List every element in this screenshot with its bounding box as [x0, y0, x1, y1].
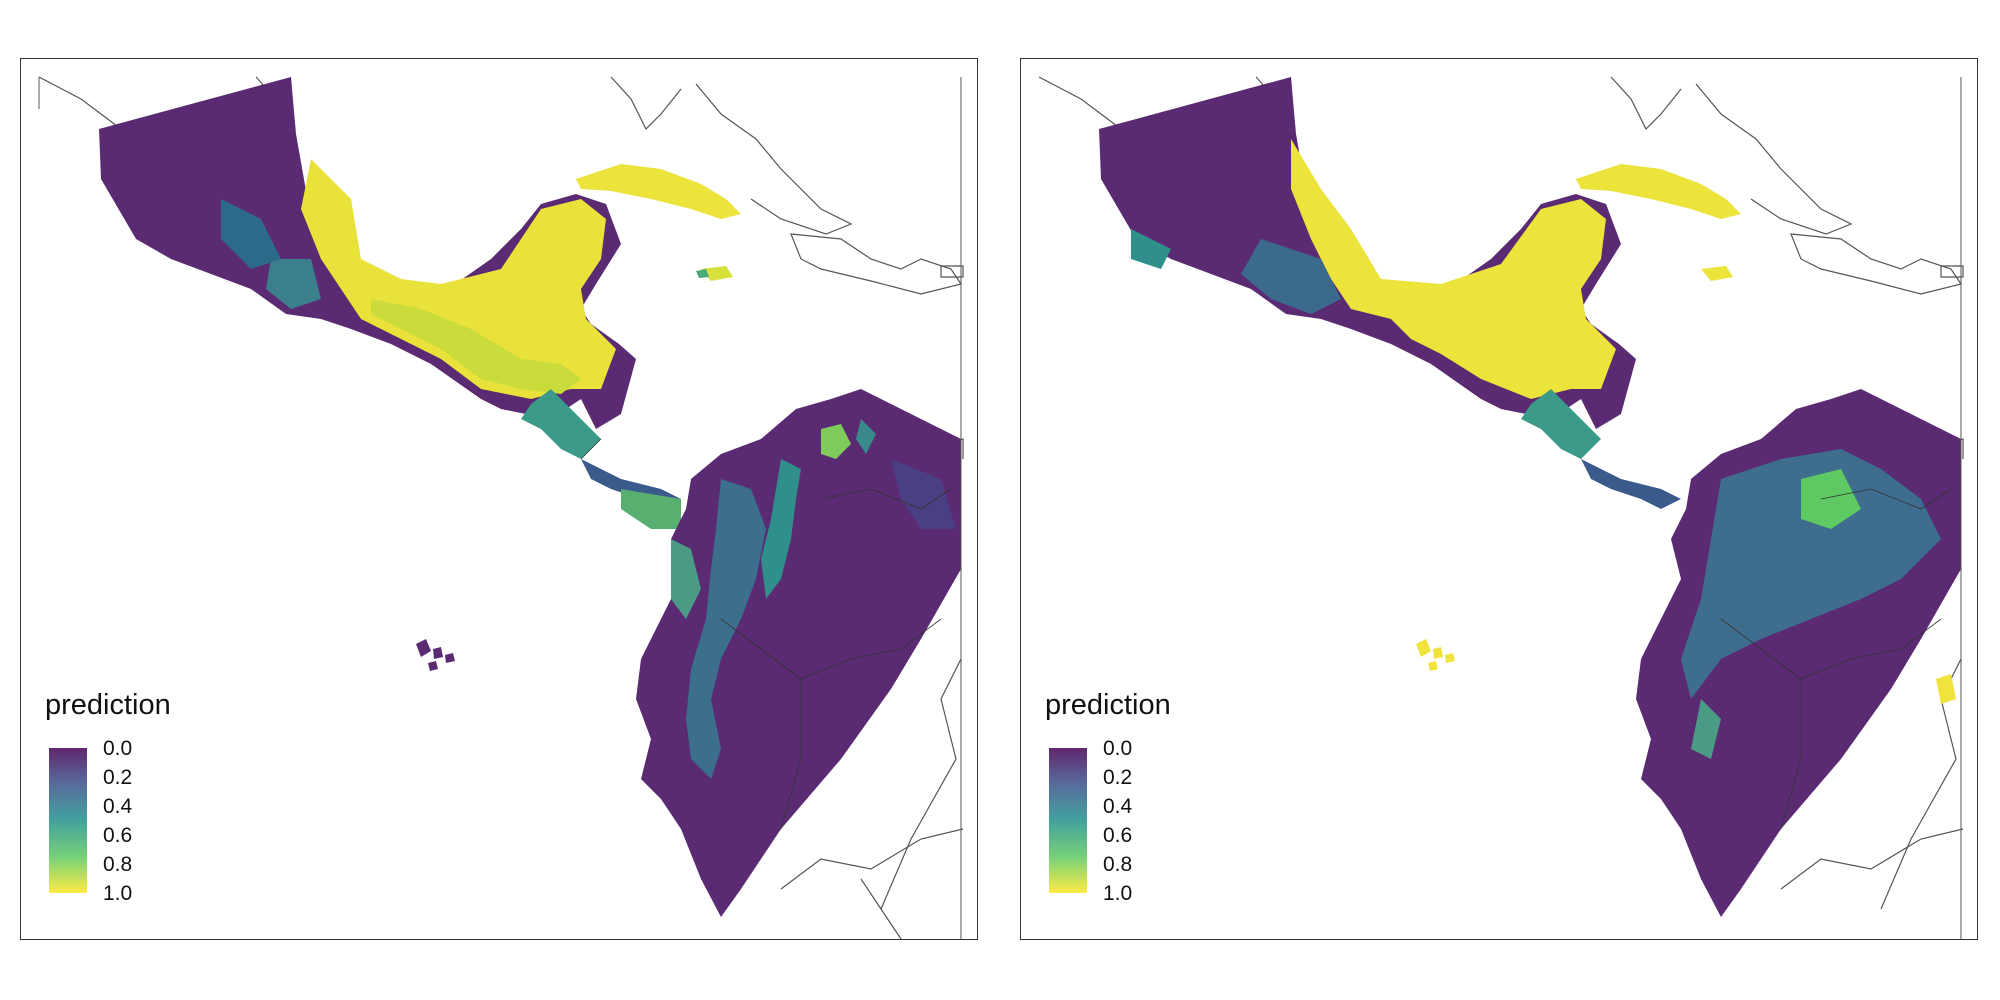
- legend-label-4: 0.8: [1103, 853, 1133, 876]
- land-south-america: [1636, 389, 1961, 917]
- galapagos-islands: [1416, 639, 1455, 671]
- coastline-outlines: [38, 76, 964, 939]
- legend-title: prediction: [45, 689, 171, 721]
- legend-label-0: 0.0: [1103, 737, 1133, 760]
- land-south-america: [636, 389, 961, 917]
- legend-title: prediction: [1045, 689, 1171, 721]
- legend: prediction 0.0 0.2 0.4 0.6 0.8 1.0: [45, 689, 171, 904]
- legend-label-1: 0.2: [103, 766, 133, 789]
- galapagos-islands: [416, 639, 455, 671]
- extent-lines: [38, 77, 962, 939]
- country-borders: [580, 438, 952, 830]
- prediction-map-right: [1038, 76, 1964, 939]
- land-caribbean: [576, 164, 741, 281]
- legend-label-0: 0.0: [103, 737, 133, 760]
- country-borders: [1720, 488, 1952, 830]
- legend-colorbar: [1049, 748, 1087, 893]
- legend-label-3: 0.6: [103, 824, 133, 847]
- coastline-outlines: [1038, 76, 1964, 910]
- legend-label-1: 0.2: [1103, 766, 1133, 789]
- land-central-america: [1099, 77, 1681, 509]
- legend-label-3: 0.6: [1103, 824, 1133, 847]
- legend: prediction 0.0 0.2 0.4 0.6 0.8 1.0: [1045, 689, 1171, 904]
- legend-label-5: 1.0: [103, 882, 133, 905]
- legend-label-2: 0.4: [1103, 795, 1133, 818]
- legend-label-4: 0.8: [103, 853, 133, 876]
- land-caribbean: [1576, 164, 1741, 281]
- map-panel-right: prediction 0.0 0.2 0.4 0.6 0.8 1.0: [1020, 58, 1978, 940]
- map-panel-left: prediction 0.0 0.2 0.4 0.6 0.8 1.0: [20, 58, 978, 940]
- prediction-map-left: [38, 76, 964, 939]
- legend-label-2: 0.4: [103, 795, 133, 818]
- legend-label-5: 1.0: [1103, 882, 1133, 905]
- land-central-america: [99, 77, 681, 529]
- legend-colorbar: [49, 748, 87, 893]
